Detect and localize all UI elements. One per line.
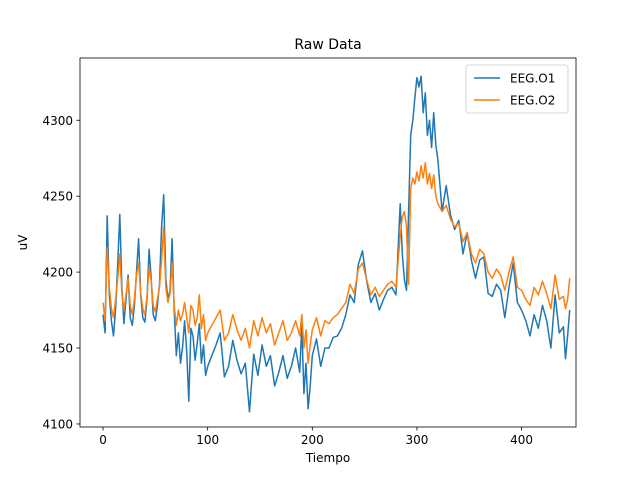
x-tick-label: 400 [510,433,533,447]
plot-frame [79,57,577,428]
chart-title: Raw Data [294,37,361,53]
x-axis: 0 100 200 300 400 [99,427,533,447]
series-layer [102,75,571,413]
y-axis-label: uV [16,234,30,251]
y-tick-label: 4300 [42,114,73,128]
x-axis-label: Tiempo [305,451,350,465]
y-axis: 4100 4150 4200 4250 4300 [42,114,80,431]
legend-box [465,64,569,114]
series-line-2 [102,162,571,364]
y-tick-label: 4150 [42,342,73,356]
y-tick-label: 4100 [42,417,73,431]
y-tick-label: 4200 [42,266,73,280]
legend-label: EEG.O1 [510,72,555,86]
x-tick-label: 0 [99,433,107,447]
legend-label: EEG.O2 [510,94,555,108]
x-tick-label: 100 [196,433,219,447]
series-line-1 [102,75,571,413]
y-tick-label: 4250 [42,190,73,204]
legend: EEG.O1 EEG.O2 [465,64,569,114]
x-tick-label: 200 [301,433,324,447]
x-tick-label: 300 [405,433,428,447]
